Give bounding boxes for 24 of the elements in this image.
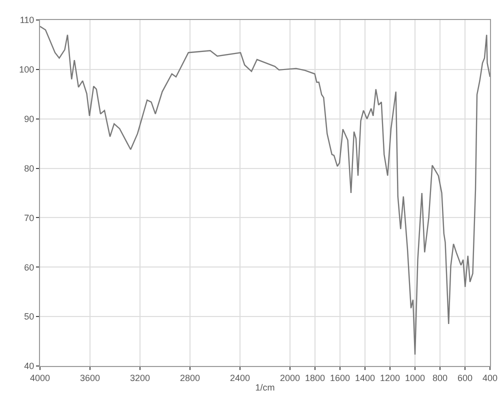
x-tick-label: 3600 bbox=[80, 372, 100, 383]
x-tick-label: 1000 bbox=[404, 372, 426, 383]
y-tick-label: 100 bbox=[19, 64, 34, 75]
y-tick-label: 80 bbox=[24, 163, 34, 174]
x-tick-label: 800 bbox=[432, 372, 448, 383]
x-tick-label: 2400 bbox=[230, 372, 250, 383]
x-tick-label: 1400 bbox=[354, 372, 376, 383]
x-tick-label: 600 bbox=[457, 372, 473, 383]
x-axis-title: 1/cm bbox=[255, 382, 275, 393]
x-tick-label: 2800 bbox=[180, 372, 200, 383]
line-series bbox=[40, 26, 490, 356]
x-tick-label: 400 bbox=[482, 372, 498, 383]
y-tick-label: 90 bbox=[24, 114, 34, 124]
y-tick-label: 70 bbox=[24, 212, 34, 223]
y-tick-label: 40 bbox=[24, 361, 34, 372]
x-tick-label: 1800 bbox=[304, 372, 326, 383]
y-tick-label: 50 bbox=[24, 312, 34, 322]
y-tick-label: 110 bbox=[20, 15, 34, 26]
x-tick-label: 3200 bbox=[130, 372, 150, 383]
x-tick-label: 1200 bbox=[380, 372, 400, 383]
x-tick-label: 1600 bbox=[330, 372, 350, 383]
y-tick-label: 60 bbox=[24, 262, 34, 272]
x-tick-label: 2000 bbox=[280, 372, 300, 383]
x-tick-label: 4000 bbox=[30, 372, 50, 383]
